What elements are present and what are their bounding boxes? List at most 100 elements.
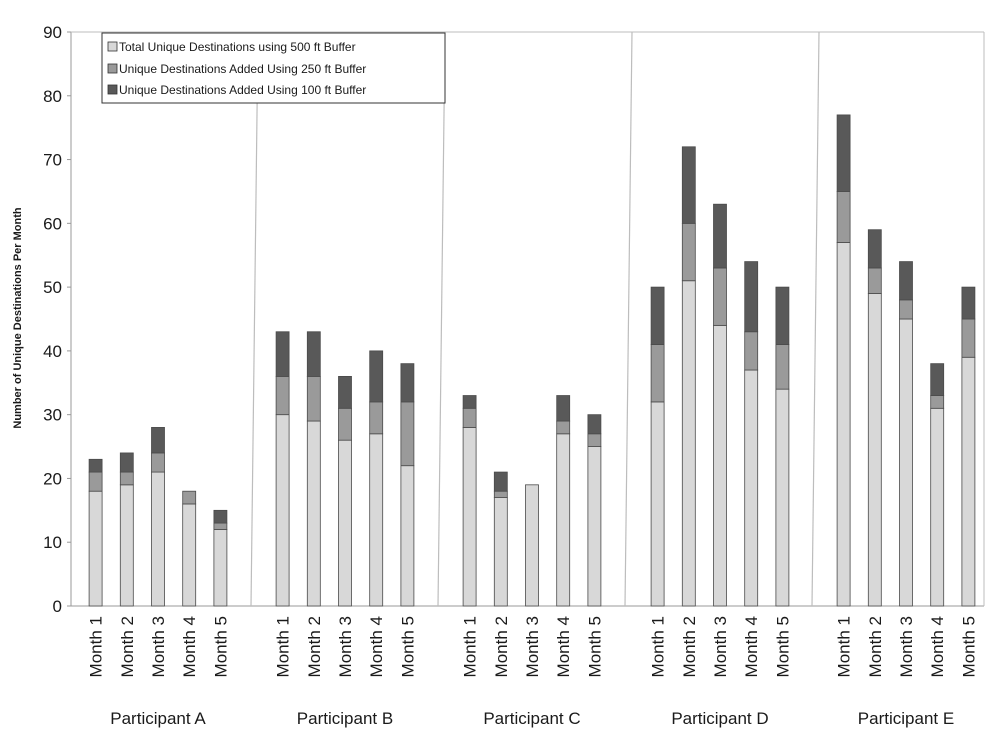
group-label: Participant A xyxy=(110,709,206,728)
x-tick-label: Month 5 xyxy=(211,616,230,677)
bar-segment-250ft xyxy=(119,471,134,486)
bar-segment-500ft xyxy=(88,490,103,607)
bar-segment-100ft xyxy=(556,395,571,422)
bar-segment-500ft xyxy=(681,280,696,607)
bar-segment-100ft xyxy=(275,331,290,377)
x-tick-label: Month 2 xyxy=(118,616,137,677)
bar-segment-100ft xyxy=(775,286,790,345)
bar-segment-100ft xyxy=(713,203,727,269)
bar-segment-250ft xyxy=(899,299,913,320)
bar-segment-500ft xyxy=(836,242,851,607)
bar-segment-250ft xyxy=(182,490,197,505)
bar-segment-250ft xyxy=(930,395,945,409)
bar-segment-100ft xyxy=(681,146,696,224)
x-tick-label: Month 3 xyxy=(149,616,168,677)
bar-segment-250ft xyxy=(556,420,571,435)
y-tick-label: 20 xyxy=(43,469,62,488)
y-axis: 0 10 20 30 40 50 60 70 80 90 xyxy=(43,23,71,616)
bar-segment-100ft xyxy=(867,229,882,269)
bar-segment-500ft xyxy=(713,324,727,607)
bar-segment-250ft xyxy=(836,191,851,243)
bar-segment-250ft xyxy=(88,471,103,492)
bar-segment-250ft xyxy=(338,407,352,441)
x-tick-label: Month 1 xyxy=(274,616,293,677)
x-tick-label: Month 2 xyxy=(305,616,324,677)
bar-segment-100ft xyxy=(836,114,851,192)
x-tick-label: Month 5 xyxy=(773,616,792,677)
bar-segment-100ft xyxy=(587,414,602,435)
bar-segment-250ft xyxy=(369,401,384,435)
group-label: Participant D xyxy=(671,709,768,728)
bar-segment-250ft xyxy=(587,433,602,447)
bar-segment-500ft xyxy=(525,484,539,607)
bar-segment-500ft xyxy=(369,433,384,607)
bar-segment-250ft xyxy=(213,522,228,530)
y-tick-label: 40 xyxy=(43,342,62,361)
bar-segment-500ft xyxy=(556,433,571,607)
bar-segment-100ft xyxy=(961,286,976,320)
bar-segment-500ft xyxy=(275,414,290,607)
x-tick-label: Month 4 xyxy=(554,616,573,677)
legend-label-500ft: Total Unique Destinations using 500 ft B… xyxy=(119,40,356,54)
bar-segment-500ft xyxy=(867,293,882,607)
x-tick-label: Month 3 xyxy=(897,616,916,677)
bar-segment-500ft xyxy=(400,465,415,607)
bar-segment-500ft xyxy=(650,401,665,607)
bar-segment-100ft xyxy=(650,286,665,345)
x-tick-label: Month 5 xyxy=(398,616,417,677)
group-label: Participant B xyxy=(297,709,393,728)
bar-segment-500ft xyxy=(899,318,913,607)
legend-item-100ft: Unique Destinations Added Using 100 ft B… xyxy=(107,83,366,97)
bar-segment-100ft xyxy=(88,458,103,473)
x-tick-label: Month 3 xyxy=(711,616,730,677)
bar-segment-250ft xyxy=(961,318,976,358)
x-tick-label: Month 5 xyxy=(585,616,604,677)
group-label: Participant E xyxy=(858,709,954,728)
bar-segment-250ft xyxy=(650,344,665,403)
x-tick-label: Month 1 xyxy=(461,616,480,677)
x-tick-label: Month 2 xyxy=(492,616,511,677)
bar-segment-100ft xyxy=(899,261,913,301)
bar-segment-100ft xyxy=(930,363,945,396)
bar-segment-100ft xyxy=(369,350,384,403)
bar-segment-100ft xyxy=(400,363,415,403)
legend: Total Unique Destinations using 500 ft B… xyxy=(101,32,446,104)
legend-item-250ft: Unique Destinations Added Using 250 ft B… xyxy=(107,62,366,76)
x-tick-label: Month 4 xyxy=(367,616,386,677)
bar-segment-250ft xyxy=(400,401,415,467)
bar-segment-500ft xyxy=(151,471,165,607)
bar-segment-100ft xyxy=(493,471,508,492)
bar-segment-500ft xyxy=(306,420,321,607)
group-divider xyxy=(437,31,446,607)
x-tick-label: Month 4 xyxy=(928,616,947,677)
bar-segment-500ft xyxy=(775,388,790,607)
x-tick-label: Month 1 xyxy=(649,616,668,677)
group-divider xyxy=(811,31,820,607)
x-tick-label: Month 4 xyxy=(742,616,761,677)
bar-segment-100ft xyxy=(119,452,134,473)
bar-segment-250ft xyxy=(713,267,727,326)
bar-segment-100ft xyxy=(213,509,228,524)
y-tick-label: 0 xyxy=(53,597,62,616)
y-tick-label: 50 xyxy=(43,278,62,297)
bar-segment-500ft xyxy=(213,529,228,607)
bar-segment-100ft xyxy=(338,375,352,409)
bar-segment-250ft xyxy=(151,452,165,473)
bar-segment-100ft xyxy=(306,331,321,377)
x-tick-label: Month 1 xyxy=(87,616,106,677)
bar-segment-100ft xyxy=(462,395,477,409)
bar-segment-500ft xyxy=(182,503,197,607)
bar-segment-500ft xyxy=(744,369,759,607)
legend-label-250ft: Unique Destinations Added Using 250 ft B… xyxy=(119,62,366,76)
group-dividers xyxy=(250,31,820,607)
group-divider xyxy=(624,31,633,607)
x-tick-label: Month 3 xyxy=(336,616,355,677)
group-label: Participant C xyxy=(483,709,580,728)
bar-segment-500ft xyxy=(930,407,945,607)
bar-segment-500ft xyxy=(493,497,508,607)
legend-swatch-250ft xyxy=(107,63,118,74)
bar-segment-250ft xyxy=(275,375,290,416)
legend-box xyxy=(101,32,446,104)
legend-item-500ft: Total Unique Destinations using 500 ft B… xyxy=(107,40,356,54)
